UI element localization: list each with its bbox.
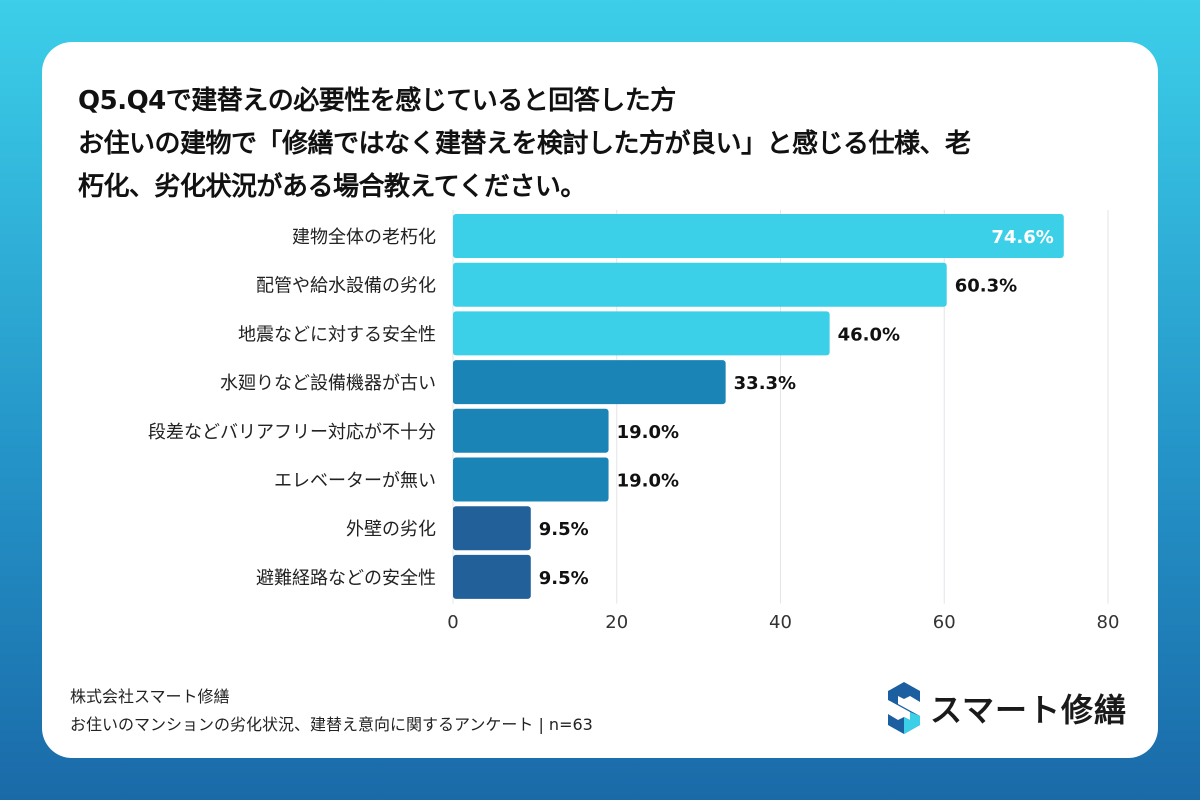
bar <box>453 311 830 356</box>
x-tick-label: 80 <box>1097 612 1120 633</box>
data-label: 33.3% <box>734 373 796 394</box>
bar <box>453 457 609 502</box>
bar <box>453 408 609 453</box>
data-label: 19.0% <box>617 422 679 443</box>
title-line: 朽化、劣化状況がある場合教えてください。 <box>78 172 586 202</box>
data-label: 60.3% <box>955 276 1017 297</box>
category-label: 段差などバリアフリー対応が不十分 <box>148 422 436 443</box>
title-line: お住いの建物で「修繕ではなく建替えを検討した方が良い」と感じる仕様、老 <box>78 129 971 159</box>
category-label: 建物全体の老朽化 <box>292 227 436 248</box>
category-label: エレベーターが無い <box>274 471 436 492</box>
logo-s-icon <box>888 682 920 734</box>
x-tick-label: 20 <box>605 612 628 633</box>
logo-text: スマート修繕 <box>930 691 1128 729</box>
data-label: 46.0% <box>838 324 900 345</box>
bar <box>453 214 1064 258</box>
category-label: 水廻りなど設備機器が古い <box>220 373 436 394</box>
logo: スマート修繕 <box>886 682 1127 734</box>
x-tick-label: 0 <box>447 612 458 633</box>
category-label: 外壁の劣化 <box>346 519 436 540</box>
footer: 株式会社スマート修繕 お住いのマンションの劣化状況、建替え意向に関するアンケート… <box>70 683 593 739</box>
footer-company: 株式会社スマート修繕 <box>70 687 230 706</box>
x-tick-label: 60 <box>933 612 956 633</box>
category-label: 配管や給水設備の劣化 <box>256 276 436 297</box>
bar <box>453 506 531 551</box>
footer-survey: お住いのマンションの劣化状況、建替え意向に関するアンケート | n=63 <box>70 715 593 734</box>
data-label: 74.6% <box>991 227 1053 248</box>
data-label: 19.0% <box>617 471 679 492</box>
chart-title: Q5.Q4で建替えの必要性を感じていると回答した方 お住いの建物で「修繕ではなく… <box>78 80 1138 209</box>
bar <box>453 262 947 307</box>
data-label: 9.5% <box>539 568 589 589</box>
bar <box>453 554 531 599</box>
title-line: Q5.Q4で建替えの必要性を感じていると回答した方 <box>78 86 676 116</box>
category-label: 避難経路などの安全性 <box>256 568 436 589</box>
category-label: 地震などに対する安全性 <box>238 324 436 345</box>
bar <box>453 360 726 405</box>
data-label: 9.5% <box>539 519 589 540</box>
x-tick-label: 40 <box>769 612 792 633</box>
